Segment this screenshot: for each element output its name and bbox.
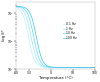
1 Hz bbox=[16, 6, 17, 7]
100 Hz bbox=[62, 67, 63, 68]
10 Hz bbox=[36, 49, 37, 50]
1 Hz bbox=[30, 32, 31, 33]
1 Hz bbox=[68, 67, 69, 68]
100 Hz bbox=[94, 67, 96, 68]
100 Hz bbox=[36, 37, 37, 38]
10 Hz bbox=[30, 20, 31, 21]
0.1 Hz bbox=[30, 45, 31, 46]
100 Hz bbox=[75, 67, 76, 68]
0.1 Hz bbox=[94, 67, 96, 68]
10 Hz bbox=[94, 67, 96, 68]
10 Hz bbox=[51, 67, 52, 68]
0.1 Hz bbox=[16, 7, 17, 8]
Line: 0.1 Hz: 0.1 Hz bbox=[16, 7, 95, 67]
100 Hz bbox=[16, 6, 17, 7]
Legend: 0.1 Hz, 1 Hz, 10 Hz, 100 Hz: 0.1 Hz, 1 Hz, 10 Hz, 100 Hz bbox=[63, 22, 77, 40]
0.1 Hz bbox=[75, 67, 76, 68]
0.1 Hz bbox=[36, 63, 37, 64]
100 Hz bbox=[68, 67, 69, 68]
10 Hz bbox=[62, 67, 63, 68]
1 Hz bbox=[75, 67, 76, 68]
1 Hz bbox=[36, 58, 37, 59]
10 Hz bbox=[68, 67, 69, 68]
100 Hz bbox=[30, 13, 31, 14]
0.1 Hz bbox=[62, 67, 63, 68]
0.1 Hz bbox=[68, 67, 69, 68]
1 Hz bbox=[94, 67, 96, 68]
1 Hz bbox=[62, 67, 63, 68]
0.1 Hz bbox=[51, 67, 52, 68]
10 Hz bbox=[16, 6, 17, 7]
Line: 1 Hz: 1 Hz bbox=[16, 7, 95, 67]
Line: 100 Hz: 100 Hz bbox=[16, 6, 95, 67]
Y-axis label: log E*: log E* bbox=[2, 30, 6, 41]
X-axis label: Temperature (°C): Temperature (°C) bbox=[39, 76, 72, 80]
1 Hz bbox=[51, 67, 52, 68]
10 Hz bbox=[75, 67, 76, 68]
100 Hz bbox=[51, 67, 52, 68]
Line: 10 Hz: 10 Hz bbox=[16, 6, 95, 67]
